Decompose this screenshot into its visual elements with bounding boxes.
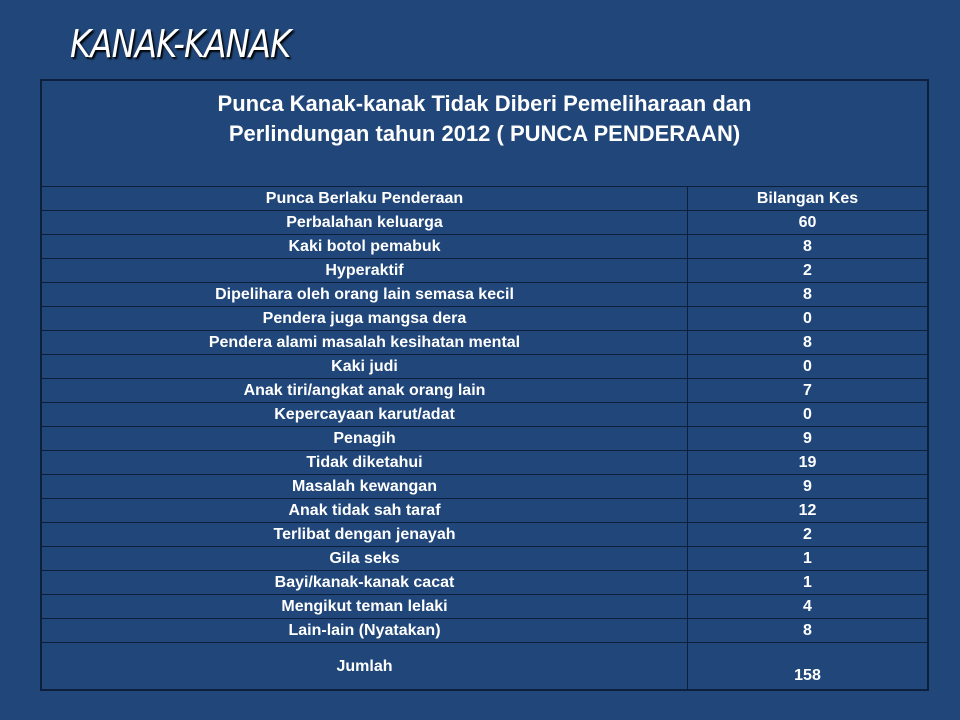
count-cell: 0 <box>687 354 929 379</box>
count-cell: 8 <box>687 618 929 643</box>
cause-cell: Lain-lain (Nyatakan) <box>40 618 688 643</box>
count-cell: 9 <box>687 474 929 499</box>
count-cell: 60 <box>687 210 929 235</box>
table-row: Bayi/kanak-kanak cacat 1 <box>40 570 929 595</box>
caption-line-1: Punca Kanak-kanak Tidak Diberi Pemelihar… <box>217 91 752 116</box>
table-row: Gila seks 1 <box>40 546 929 571</box>
table-row: Kepercayaan karut/adat 0 <box>40 402 929 427</box>
table-row: Hyperaktif 2 <box>40 258 929 283</box>
table-row: Dipelihara oleh orang lain semasa kecil 8 <box>40 282 929 307</box>
cause-cell: Pendera alami masalah kesihatan mental <box>40 330 688 355</box>
count-cell: 8 <box>687 282 929 307</box>
table-row: Masalah kewangan 9 <box>40 474 929 499</box>
cause-cell: Masalah kewangan <box>40 474 688 499</box>
table-row: Pendera juga mangsa dera 0 <box>40 306 929 331</box>
caption-line-2: Perlindungan tahun 2012 ( PUNCA PENDERAA… <box>228 121 741 146</box>
table-row: Perbalahan keluarga 60 <box>40 210 929 235</box>
cause-cell: Anak tiri/angkat anak orang lain <box>40 378 688 403</box>
table-row: Kaki botol pemabuk 8 <box>40 234 929 259</box>
cause-cell: Mengikut teman lelaki <box>40 594 688 619</box>
header-count: Bilangan Kes <box>687 186 929 211</box>
count-cell: 8 <box>687 234 929 259</box>
table-row: Pendera alami masalah kesihatan mental 8 <box>40 330 929 355</box>
cause-cell: Tidak diketahui <box>40 450 688 475</box>
data-table: Punca Kanak-kanak Tidak Diberi Pemelihar… <box>40 79 929 691</box>
cause-cell: Perbalahan keluarga <box>40 210 688 235</box>
table-header-row: Punca Berlaku Penderaan Bilangan Kes <box>40 186 929 211</box>
count-cell: 0 <box>687 306 929 331</box>
cause-cell: Pendera juga mangsa dera <box>40 306 688 331</box>
count-cell: 0 <box>687 402 929 427</box>
table-row: Terlibat dengan jenayah 2 <box>40 522 929 547</box>
table-row: Tidak diketahui 19 <box>40 450 929 475</box>
count-cell: 2 <box>687 522 929 547</box>
header-cause: Punca Berlaku Penderaan <box>40 186 688 211</box>
cause-cell: Hyperaktif <box>40 258 688 283</box>
count-cell: 9 <box>687 426 929 451</box>
cause-cell: Bayi/kanak-kanak cacat <box>40 570 688 595</box>
count-cell: 19 <box>687 450 929 475</box>
cause-cell: Kaki judi <box>40 354 688 379</box>
table-row: Anak tidak sah taraf 12 <box>40 498 929 523</box>
cause-cell: Gila seks <box>40 546 688 571</box>
count-cell: 2 <box>687 258 929 283</box>
table-row: Anak tiri/angkat anak orang lain 7 <box>40 378 929 403</box>
count-cell: 1 <box>687 570 929 595</box>
slide-title: KANAK-KANAK <box>70 22 291 66</box>
cause-cell: Kaki botol pemabuk <box>40 234 688 259</box>
cause-cell: Anak tidak sah taraf <box>40 498 688 523</box>
count-cell: 7 <box>687 378 929 403</box>
count-cell: 1 <box>687 546 929 571</box>
table-row: Penagih 9 <box>40 426 929 451</box>
cause-cell: Terlibat dengan jenayah <box>40 522 688 547</box>
table-caption: Punca Kanak-kanak Tidak Diberi Pemelihar… <box>40 79 929 187</box>
cause-cell: Penagih <box>40 426 688 451</box>
count-cell: 12 <box>687 498 929 523</box>
total-row: Jumlah 158 <box>40 642 929 691</box>
table-caption-row: Punca Kanak-kanak Tidak Diberi Pemelihar… <box>40 79 929 187</box>
count-cell: 8 <box>687 330 929 355</box>
table-row: Lain-lain (Nyatakan) 8 <box>40 618 929 643</box>
cause-cell: Kepercayaan karut/adat <box>40 402 688 427</box>
cause-cell: Dipelihara oleh orang lain semasa kecil <box>40 282 688 307</box>
total-label: Jumlah <box>40 642 688 691</box>
table-row: Mengikut teman lelaki 4 <box>40 594 929 619</box>
total-value: 158 <box>687 642 929 691</box>
table-row: Kaki judi 0 <box>40 354 929 379</box>
count-cell: 4 <box>687 594 929 619</box>
